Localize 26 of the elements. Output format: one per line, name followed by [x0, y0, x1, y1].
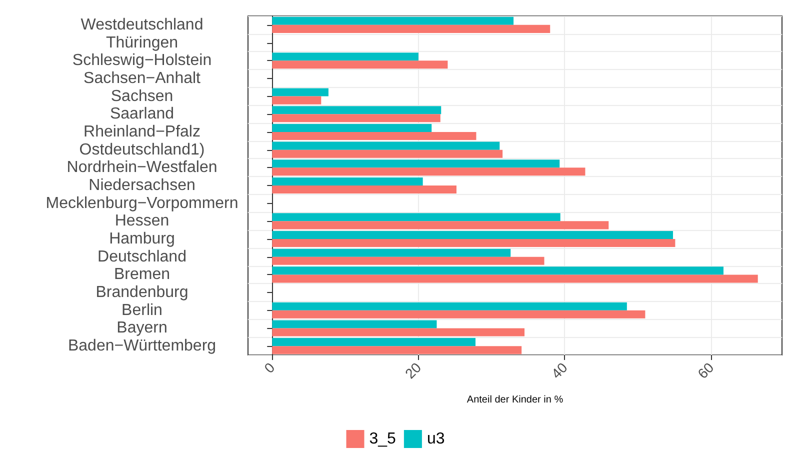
x-axis-title: Anteil der Kinder in %: [466, 394, 564, 406]
legend-label: u3: [426, 430, 445, 448]
y-tick-label: Hamburg: [109, 230, 175, 248]
y-tick-label: Schleswig−Holstein: [72, 52, 212, 70]
y-tick-label: Berlin: [122, 302, 162, 319]
x-tick-label: 40: [548, 359, 571, 382]
y-tick-label: Ostdeutschland1): [79, 141, 205, 158]
y-tick-label: Thüringen: [106, 34, 178, 52]
y-tick-label: Westdeutschland: [80, 16, 204, 34]
y-tick-label: Sachsen: [110, 88, 174, 105]
y-tick-label: Brandenburg: [96, 284, 188, 302]
y-tick-label: Hessen: [114, 212, 170, 230]
y-tick-label: Baden−Württemberg: [68, 338, 216, 355]
y-tick-label: Niedersachsen: [88, 177, 196, 194]
y-tick-label: Bayern: [116, 320, 168, 337]
y-tick-label: Saarland: [110, 106, 174, 123]
y-tick-label: Sachsen−Anhalt: [84, 70, 202, 87]
x-tick-label: 20: [402, 359, 424, 382]
y-tick-label: Rheinland−Pfalz: [84, 123, 200, 140]
y-tick-label: Nordrhein−Westfalen: [66, 159, 218, 176]
y-tick-label: Bremen: [114, 266, 170, 284]
y-tick-label: Mecklenburg−Vorpommern: [46, 194, 238, 212]
legend-label: 3_5: [369, 430, 396, 448]
x-tick-label: 60: [694, 359, 717, 382]
y-tick-label: Deutschland: [98, 248, 186, 266]
x-tick-label: 0: [260, 359, 278, 376]
